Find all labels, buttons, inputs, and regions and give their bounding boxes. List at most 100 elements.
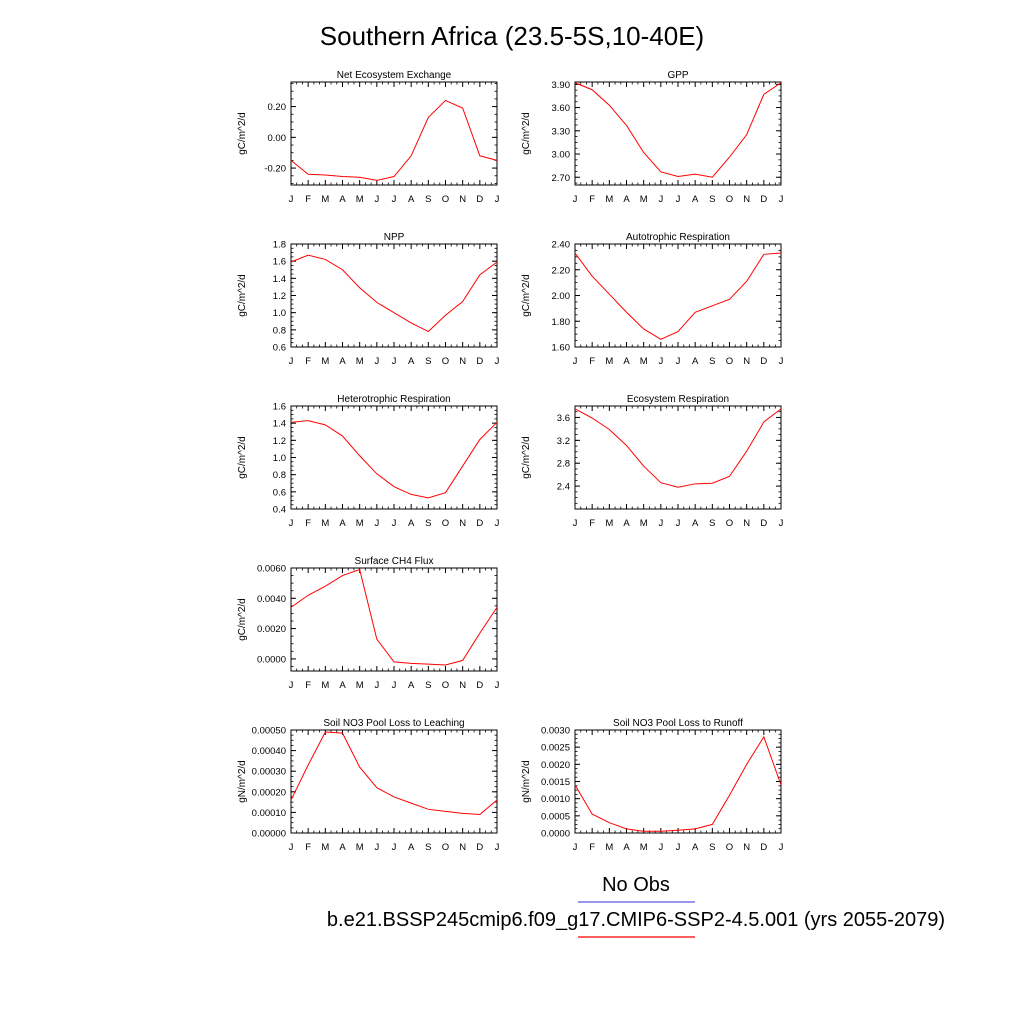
- plot-frame: [290, 729, 498, 834]
- series-line-0: [574, 252, 782, 340]
- series-line-0: [290, 99, 498, 181]
- x-tick-label: M: [356, 680, 364, 691]
- x-tick-label: J: [374, 680, 379, 691]
- y-tick-label: 2.20: [552, 265, 571, 276]
- x-tick-label: F: [305, 842, 311, 853]
- x-tick-label: A: [623, 518, 630, 529]
- x-tick-label: N: [459, 842, 466, 853]
- legend: No Obs b.e21.BSSP245cmip6.f09_g17.CMIP6-…: [327, 874, 945, 938]
- y-tick-label: 0.00040: [252, 746, 286, 757]
- x-tick-label: S: [425, 356, 431, 367]
- x-tick-label: J: [676, 356, 681, 367]
- x-tick-label: M: [605, 518, 613, 529]
- x-tick-label: A: [339, 194, 346, 205]
- y-tick-label: 0.8: [273, 470, 286, 481]
- y-tick-label: 0.0005: [541, 811, 570, 822]
- x-tick-label: N: [459, 194, 466, 205]
- x-tick-label: A: [623, 194, 630, 205]
- y-tick-label: 1.60: [552, 343, 571, 354]
- x-tick-label: F: [589, 518, 595, 529]
- x-tick-label: J: [573, 842, 578, 853]
- x-tick-label: A: [408, 842, 415, 853]
- x-tick-label: N: [743, 194, 750, 205]
- x-tick-label: A: [692, 518, 699, 529]
- x-tick-label: N: [743, 842, 750, 853]
- y-axis-label: gC/m^2/d: [521, 112, 532, 155]
- x-tick-label: D: [476, 194, 483, 205]
- x-tick-label: J: [573, 518, 578, 529]
- x-tick-label: J: [779, 518, 784, 529]
- y-tick-label: 0.00010: [252, 808, 286, 819]
- x-tick-label: M: [605, 194, 613, 205]
- panel-title: Net Ecosystem Exchange: [337, 70, 452, 81]
- x-tick-label: M: [321, 518, 329, 529]
- x-tick-label: A: [408, 194, 415, 205]
- y-tick-label: 1.0: [273, 453, 286, 464]
- x-tick-label: D: [760, 194, 767, 205]
- x-tick-label: S: [425, 518, 431, 529]
- x-tick-label: J: [658, 842, 663, 853]
- x-tick-label: J: [392, 680, 397, 691]
- x-tick-label: M: [640, 842, 648, 853]
- x-tick-label: O: [442, 842, 449, 853]
- y-tick-label: 2.8: [557, 459, 570, 470]
- y-tick-label: 3.60: [552, 103, 571, 114]
- x-tick-label: O: [442, 194, 449, 205]
- x-tick-label: A: [339, 680, 346, 691]
- series-line-0: [290, 731, 498, 815]
- y-axis-label: gC/m^2/d: [237, 274, 248, 317]
- y-axis-label: gN/m^2/d: [521, 760, 532, 803]
- x-tick-label: J: [658, 356, 663, 367]
- x-tick-label: A: [623, 356, 630, 367]
- plot-frame: [574, 405, 782, 510]
- panel-title: Surface CH4 Flux: [355, 556, 434, 567]
- x-tick-label: M: [356, 194, 364, 205]
- y-tick-label: 1.4: [273, 274, 286, 285]
- x-tick-label: F: [305, 680, 311, 691]
- x-tick-label: O: [442, 518, 449, 529]
- series-line-0: [574, 82, 782, 178]
- y-tick-label: 0.00020: [252, 787, 286, 798]
- x-tick-label: A: [623, 842, 630, 853]
- x-tick-label: M: [640, 518, 648, 529]
- x-tick-label: J: [495, 842, 500, 853]
- y-axis-label: gC/m^2/d: [521, 274, 532, 317]
- x-tick-label: N: [459, 680, 466, 691]
- x-tick-label: S: [425, 680, 431, 691]
- x-tick-label: J: [658, 194, 663, 205]
- x-tick-label: M: [605, 356, 613, 367]
- y-tick-label: 3.00: [552, 150, 571, 161]
- x-tick-label: A: [692, 842, 699, 853]
- x-tick-label: O: [726, 842, 733, 853]
- x-tick-label: A: [408, 356, 415, 367]
- x-tick-label: N: [459, 518, 466, 529]
- x-tick-label: J: [779, 356, 784, 367]
- y-tick-label: 1.2: [273, 291, 286, 302]
- y-axis-label: gN/m^2/d: [237, 760, 248, 803]
- y-tick-label: 0.0060: [257, 564, 286, 575]
- y-tick-label: -0.20: [264, 164, 286, 175]
- x-tick-label: D: [760, 356, 767, 367]
- y-tick-label: 2.40: [552, 240, 571, 251]
- x-tick-label: F: [305, 518, 311, 529]
- x-tick-label: J: [392, 356, 397, 367]
- y-tick-label: 0.0020: [541, 760, 570, 771]
- x-tick-label: A: [339, 356, 346, 367]
- y-axis-label: gC/m^2/d: [237, 436, 248, 479]
- x-tick-label: S: [709, 518, 715, 529]
- x-tick-label: J: [289, 194, 294, 205]
- x-tick-label: M: [640, 356, 648, 367]
- figure-title: Southern Africa (23.5-5S,10-40E): [320, 21, 704, 51]
- y-axis-label: gC/m^2/d: [237, 598, 248, 641]
- x-tick-label: A: [339, 842, 346, 853]
- x-tick-label: J: [374, 518, 379, 529]
- x-tick-label: M: [356, 518, 364, 529]
- x-tick-label: J: [392, 194, 397, 205]
- y-tick-label: 1.6: [273, 402, 286, 413]
- y-tick-label: 3.90: [552, 80, 571, 91]
